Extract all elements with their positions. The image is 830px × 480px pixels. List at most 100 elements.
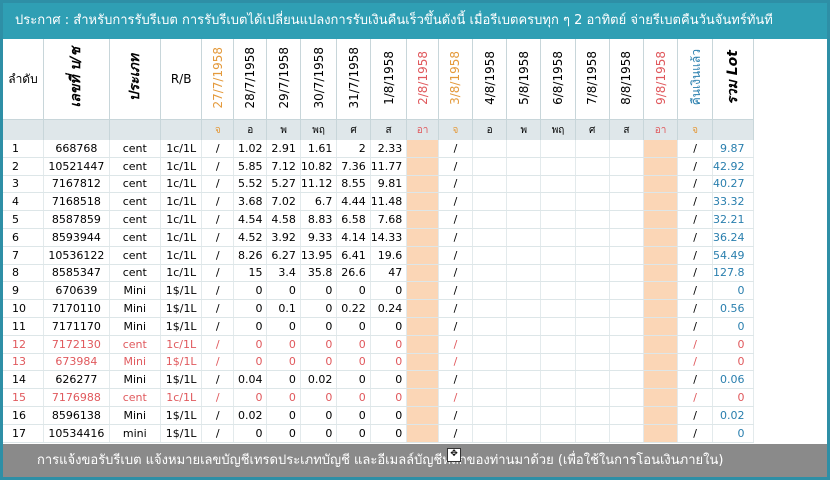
cell-rb[interactable]: 1$/1L <box>160 370 203 390</box>
cell-date-0[interactable]: / <box>201 299 235 318</box>
cell-date-10[interactable] <box>540 424 576 443</box>
cell-date-3[interactable]: 0 <box>300 353 338 372</box>
cell-lot[interactable]: 0 <box>712 388 754 407</box>
cell-date-12[interactable] <box>609 264 645 283</box>
cell-date-5[interactable]: 0 <box>370 370 408 390</box>
cell-date-13[interactable] <box>643 228 679 247</box>
cell-date-2[interactable]: 0 <box>266 424 301 443</box>
cell-date-4[interactable]: 2 <box>336 140 371 158</box>
cell-date-3[interactable]: 13.95 <box>300 246 338 265</box>
cell-date-5[interactable]: 0.24 <box>370 299 408 318</box>
table-row[interactable]: 5 8587859 cent 1c/1L/4.54 4.58 8.83 6.58 7.68//… <box>3 210 827 229</box>
cell-date-1[interactable]: 4.54 <box>233 210 268 229</box>
cell-account[interactable]: 7171170 <box>43 317 110 336</box>
table-row[interactable]: 11 7171170 Mini 1$/1L/0 0 0 0 0//0 <box>3 317 827 336</box>
cell-account[interactable]: 7176988 <box>43 388 110 407</box>
cell-account[interactable]: 673984 <box>43 353 110 372</box>
cell-date-3[interactable]: 9.33 <box>300 228 338 247</box>
cell-date-8[interactable] <box>472 228 508 247</box>
cell-date-5[interactable]: 0 <box>370 388 408 407</box>
cell-account[interactable]: 10536122 <box>43 246 110 265</box>
cell-date-4[interactable]: 7.36 <box>336 157 371 176</box>
cell-index[interactable]: 4 <box>3 192 44 212</box>
cell-index[interactable]: 7 <box>3 246 44 265</box>
cell-date-12[interactable] <box>609 424 645 443</box>
cell-lot[interactable]: 0 <box>712 335 754 354</box>
cell-date-13[interactable] <box>643 210 679 229</box>
cell-date-2[interactable]: 2.91 <box>266 140 301 158</box>
cell-date-13[interactable] <box>643 406 679 425</box>
cell-index[interactable]: 5 <box>3 210 44 229</box>
cell-lot[interactable]: 0.02 <box>712 406 754 425</box>
cell-balance[interactable]: / <box>677 228 714 247</box>
table-row[interactable]: 8 8585347 cent 1c/1L/15 3.4 35.8 26.6 47//127.8 <box>3 264 827 283</box>
cell-date-12[interactable] <box>609 210 645 229</box>
cell-date-10[interactable] <box>540 299 576 318</box>
cell-date-2[interactable]: 0 <box>266 335 301 354</box>
cell-date-2[interactable]: 0 <box>266 353 301 372</box>
cell-date-12[interactable] <box>609 192 645 212</box>
cell-date-12[interactable] <box>609 175 645 194</box>
cell-account[interactable]: 10534416 <box>43 424 110 443</box>
cell-lot[interactable]: 127.8 <box>712 264 754 283</box>
cell-index[interactable]: 8 <box>3 264 44 283</box>
cell-date-9[interactable] <box>506 228 542 247</box>
cell-date-11[interactable] <box>575 388 610 407</box>
cell-date-4[interactable]: 0.22 <box>336 299 371 318</box>
cell-date-4[interactable]: 8.55 <box>336 175 371 194</box>
cell-index[interactable]: 17 <box>3 424 44 443</box>
cell-balance[interactable]: / <box>677 192 714 212</box>
cell-date-3[interactable]: 0 <box>300 388 338 407</box>
cell-date-13[interactable] <box>643 175 679 194</box>
cell-type[interactable]: cent <box>109 210 161 229</box>
cell-date-11[interactable] <box>575 406 610 425</box>
cell-date-4[interactable]: 0 <box>336 317 371 336</box>
cell-type[interactable]: cent <box>109 157 161 176</box>
cell-date-13[interactable] <box>643 192 679 212</box>
cell-type[interactable]: cent <box>109 335 161 354</box>
cell-date-2[interactable]: 0 <box>266 317 301 336</box>
cell-type[interactable]: Mini <box>109 299 161 318</box>
cell-rb[interactable]: 1c/1L <box>160 335 203 354</box>
cell-rb[interactable]: 1$/1L <box>160 317 203 336</box>
cell-date-11[interactable] <box>575 335 610 354</box>
cell-date-1[interactable]: 1.02 <box>233 140 268 158</box>
cell-lot[interactable]: 0 <box>712 424 754 443</box>
cell-account[interactable]: 7167812 <box>43 175 110 194</box>
cell-date-11[interactable] <box>575 210 610 229</box>
cell-date-7[interactable]: / <box>438 140 474 158</box>
cell-date-13[interactable] <box>643 299 679 318</box>
cell-date-9[interactable] <box>506 264 542 283</box>
cell-date-7[interactable]: / <box>438 317 474 336</box>
table-row[interactable]: 3 7167812 cent 1c/1L/5.52 5.27 11.12 8.55 9.81/… <box>3 175 827 194</box>
cell-index[interactable]: 2 <box>3 157 44 176</box>
cell-date-2[interactable]: 6.27 <box>266 246 301 265</box>
cell-date-2[interactable]: 0 <box>266 281 301 301</box>
table-row[interactable]: 16 8596138 Mini 1$/1L/0.02 0 0 0 0//0.02 <box>3 406 827 425</box>
cell-date-9[interactable] <box>506 175 542 194</box>
cell-date-9[interactable] <box>506 281 542 301</box>
cell-date-2[interactable]: 7.12 <box>266 157 301 176</box>
cell-date-4[interactable]: 0 <box>336 424 371 443</box>
cell-balance[interactable]: / <box>677 246 714 265</box>
cell-date-0[interactable]: / <box>201 157 235 176</box>
cell-index[interactable]: 11 <box>3 317 44 336</box>
cell-date-11[interactable] <box>575 353 610 372</box>
cell-date-13[interactable] <box>643 264 679 283</box>
cell-date-10[interactable] <box>540 175 576 194</box>
cell-date-5[interactable]: 7.68 <box>370 210 408 229</box>
cell-date-6[interactable] <box>406 246 439 265</box>
cell-date-8[interactable] <box>472 192 508 212</box>
cell-date-6[interactable] <box>406 353 439 372</box>
cell-date-8[interactable] <box>472 175 508 194</box>
cell-type[interactable]: mini <box>109 424 161 443</box>
cell-date-8[interactable] <box>472 246 508 265</box>
cell-date-8[interactable] <box>472 370 508 390</box>
cell-balance[interactable]: / <box>677 317 714 336</box>
cell-account[interactable]: 626277 <box>43 370 110 390</box>
cell-date-3[interactable]: 6.7 <box>300 192 338 212</box>
cell-date-11[interactable] <box>575 192 610 212</box>
cell-date-2[interactable]: 0 <box>266 388 301 407</box>
cell-date-9[interactable] <box>506 370 542 390</box>
cell-date-9[interactable] <box>506 299 542 318</box>
